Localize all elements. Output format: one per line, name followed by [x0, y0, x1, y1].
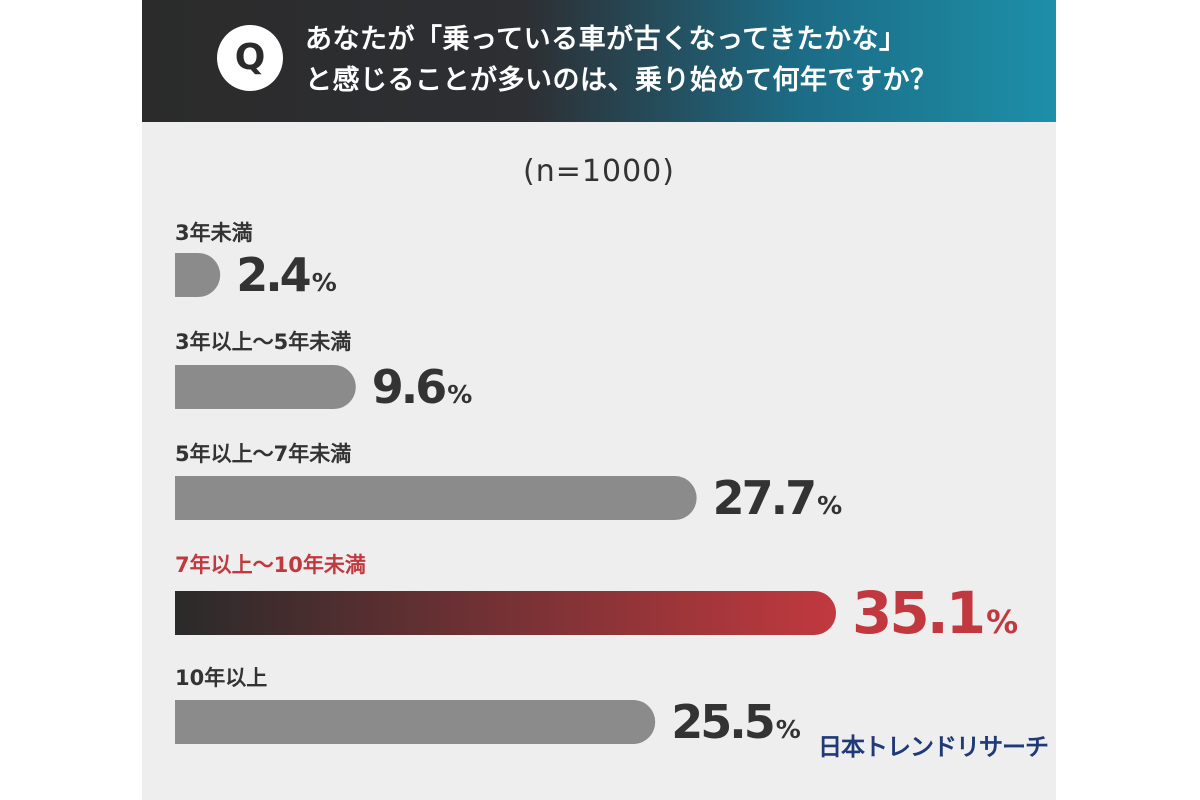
- bars-layer: 3年未満 2.4 % 3年以上〜5年未満 9.6 % 5年以上〜7年未満 27.7 % 7年以上〜…: [175, 221, 1018, 749]
- bar: [175, 700, 656, 744]
- question-text-line-2: と感じることが多いのは、乗り始めて何年ですか？: [305, 65, 938, 96]
- bar: [175, 476, 697, 520]
- value-label: 9.6%: [372, 360, 473, 414]
- bar: [175, 253, 221, 297]
- brand-logo: 日本トレンドリサーチ: [818, 733, 1049, 761]
- bar-chart: 3年未満 2.4 % 3年以上〜5年未満 9.6 % 5年以上〜7年未満 27.7 % 7年以上〜…: [175, 221, 1018, 749]
- question-header: Q あなたが「乗っている車が古くなってきたかな」 と感じることが多いのは、乗り始…: [142, 0, 1056, 122]
- category-label: 10年以上: [175, 666, 267, 690]
- category-label: 3年未満: [175, 221, 253, 245]
- value-label: 27.7%: [713, 471, 843, 525]
- value-label: 25.5%: [671, 695, 801, 749]
- category-label: 7年以上〜10年未満: [175, 553, 366, 577]
- category-label: 5年以上〜7年未満: [175, 442, 351, 466]
- sample-size-label: (n=1000): [523, 154, 675, 189]
- value-label: 35.1%: [852, 579, 1018, 647]
- bar: [175, 365, 356, 409]
- survey-card: Q あなたが「乗っている車が古くなってきたかな」 と感じることが多いのは、乗り始…: [142, 0, 1056, 800]
- bar-highlighted: [175, 591, 836, 635]
- value-label: 2.4%: [236, 248, 337, 302]
- question-text-line-1: あなたが「乗っている車が古くなってきたかな」: [305, 24, 907, 55]
- category-label: 3年以上〜5年未満: [175, 330, 351, 354]
- question-badge: Q: [217, 25, 283, 91]
